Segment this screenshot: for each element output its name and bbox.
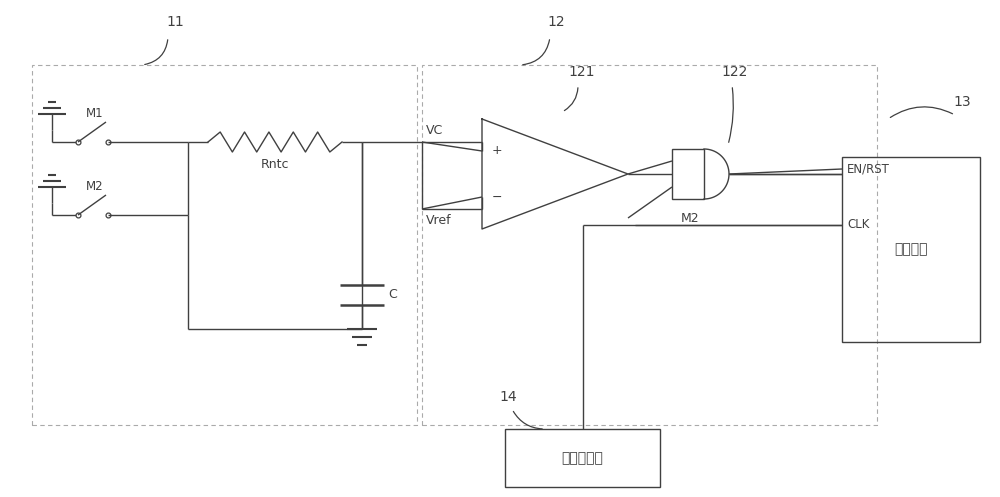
Text: 11: 11 bbox=[166, 15, 184, 29]
Bar bbox=[505, 429, 660, 487]
Text: M2: M2 bbox=[86, 180, 104, 193]
Bar bbox=[842, 157, 980, 342]
Text: 121: 121 bbox=[569, 65, 595, 79]
Text: −: − bbox=[492, 190, 503, 203]
Text: C: C bbox=[388, 288, 397, 302]
Text: EN/RST: EN/RST bbox=[847, 163, 890, 175]
Bar bbox=[672, 149, 704, 199]
Text: M2: M2 bbox=[681, 213, 699, 226]
Text: 14: 14 bbox=[499, 390, 517, 404]
Text: Rntc: Rntc bbox=[261, 158, 289, 171]
Text: Vref: Vref bbox=[426, 214, 452, 227]
Text: 122: 122 bbox=[722, 65, 748, 79]
Text: M1: M1 bbox=[86, 107, 104, 120]
Bar bbox=[32, 65, 417, 425]
Text: 晶体振荡器: 晶体振荡器 bbox=[562, 451, 603, 465]
Text: CLK: CLK bbox=[847, 219, 869, 232]
Bar bbox=[422, 65, 877, 425]
Text: 12: 12 bbox=[547, 15, 565, 29]
Text: 计数电路: 计数电路 bbox=[894, 243, 928, 256]
Text: +: + bbox=[492, 145, 503, 158]
Text: 13: 13 bbox=[953, 95, 971, 109]
Text: VC: VC bbox=[426, 124, 443, 137]
